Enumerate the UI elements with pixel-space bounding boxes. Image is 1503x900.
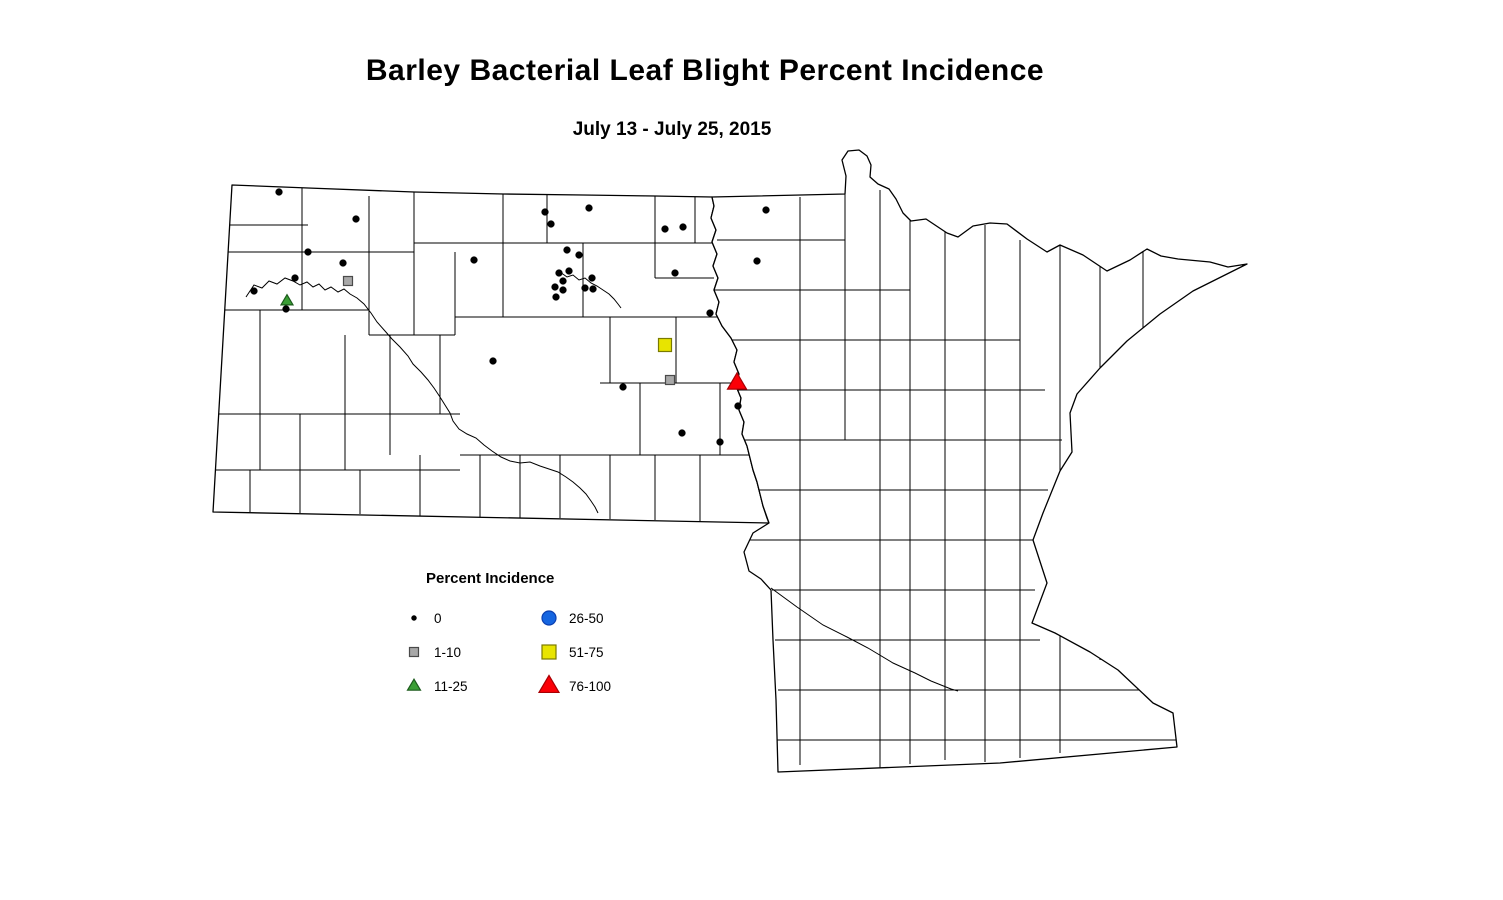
legend-item-51-75: 51-75 [535, 639, 695, 665]
map-marker-0 [541, 208, 549, 216]
map-marker-0 [581, 284, 589, 292]
legend-item-1-10: 1-10 [400, 639, 535, 665]
north-dakota-county-lines [214, 186, 760, 521]
legend-grid: 0 26-50 1-10 51-75 11-25 76-100 [400, 605, 700, 699]
legend-symbol-red-triangle [537, 674, 561, 694]
legend-swatch-1-10 [408, 646, 420, 658]
legend-swatch-51-75 [541, 644, 557, 660]
map-marker-0 [588, 274, 596, 282]
map-marker-0 [250, 287, 258, 295]
map-marker-0 [585, 204, 593, 212]
map-marker-0 [671, 269, 679, 277]
map-marker-0 [678, 429, 686, 437]
map-marker-0 [470, 256, 478, 264]
legend-swatch-11-25 [406, 677, 422, 691]
figure-subtitle: July 13 - July 25, 2015 [572, 119, 772, 140]
legend-item-11-25: 11-25 [400, 673, 535, 699]
map-marker-1-10 [342, 275, 354, 287]
legend-item-0: 0 [400, 605, 535, 631]
legend-label-26-50: 26-50 [569, 610, 604, 626]
map-marker-0 [753, 257, 761, 265]
map-marker-0 [661, 225, 669, 233]
map-marker-0 [489, 357, 497, 365]
legend-label-11-25: 11-25 [434, 678, 468, 694]
map-marker-0 [282, 305, 290, 313]
legend-symbol-dot [411, 615, 417, 621]
map-marker-0 [275, 188, 283, 196]
map-marker-0 [575, 251, 583, 259]
map-marker-0 [559, 277, 567, 285]
legend-item-76-100: 76-100 [535, 673, 695, 699]
legend-symbol-green-triangle [406, 677, 422, 691]
map-marker-51-75 [657, 337, 673, 353]
map-marker-0 [551, 283, 559, 291]
legend-label-0: 0 [434, 610, 442, 626]
legend-label-1-10: 1-10 [434, 644, 462, 660]
incidence-markers [250, 188, 770, 446]
legend-label-51-75: 51-75 [569, 644, 604, 660]
map-marker-0 [352, 215, 360, 223]
legend-symbol-gray-square [408, 646, 420, 658]
legend-swatch-0 [411, 615, 417, 621]
map-legend: Percent Incidence 0 26-50 1-10 51-75 11-… [400, 570, 700, 699]
legend-swatch-26-50 [541, 610, 557, 626]
figure-title: Barley Bacterial Leaf Blight Percent Inc… [365, 54, 1045, 87]
map-marker-0 [563, 246, 571, 254]
map-marker-0 [304, 248, 312, 256]
map-marker-0 [339, 259, 347, 267]
legend-symbol-yellow-square [541, 644, 557, 660]
map-marker-1-10 [664, 374, 676, 386]
map-marker-0 [716, 438, 724, 446]
map-marker-0 [547, 220, 555, 228]
map-marker-0 [762, 206, 770, 214]
map-marker-0 [589, 285, 597, 293]
north-dakota-outline [212, 184, 770, 524]
map-marker-0 [706, 309, 714, 317]
legend-swatch-76-100 [537, 674, 561, 694]
minnesota-outline [710, 149, 1248, 773]
map-marker-0 [559, 286, 567, 294]
legend-title: Percent Incidence [426, 570, 555, 587]
map-marker-0 [555, 269, 563, 277]
missouri-river [245, 277, 599, 514]
legend-item-26-50: 26-50 [535, 605, 695, 631]
map-marker-0 [679, 223, 687, 231]
souris-river [559, 271, 622, 309]
map-marker-11-25 [279, 293, 295, 306]
map-marker-0 [291, 274, 299, 282]
legend-symbol-blue-circle [541, 610, 557, 626]
map-marker-0 [565, 267, 573, 275]
legend-label-76-100: 76-100 [569, 678, 612, 694]
minnesota-river [770, 587, 959, 692]
map-marker-76-100 [726, 371, 748, 390]
map-marker-0 [552, 293, 560, 301]
map-marker-0 [734, 402, 742, 410]
map-marker-0 [619, 383, 627, 391]
